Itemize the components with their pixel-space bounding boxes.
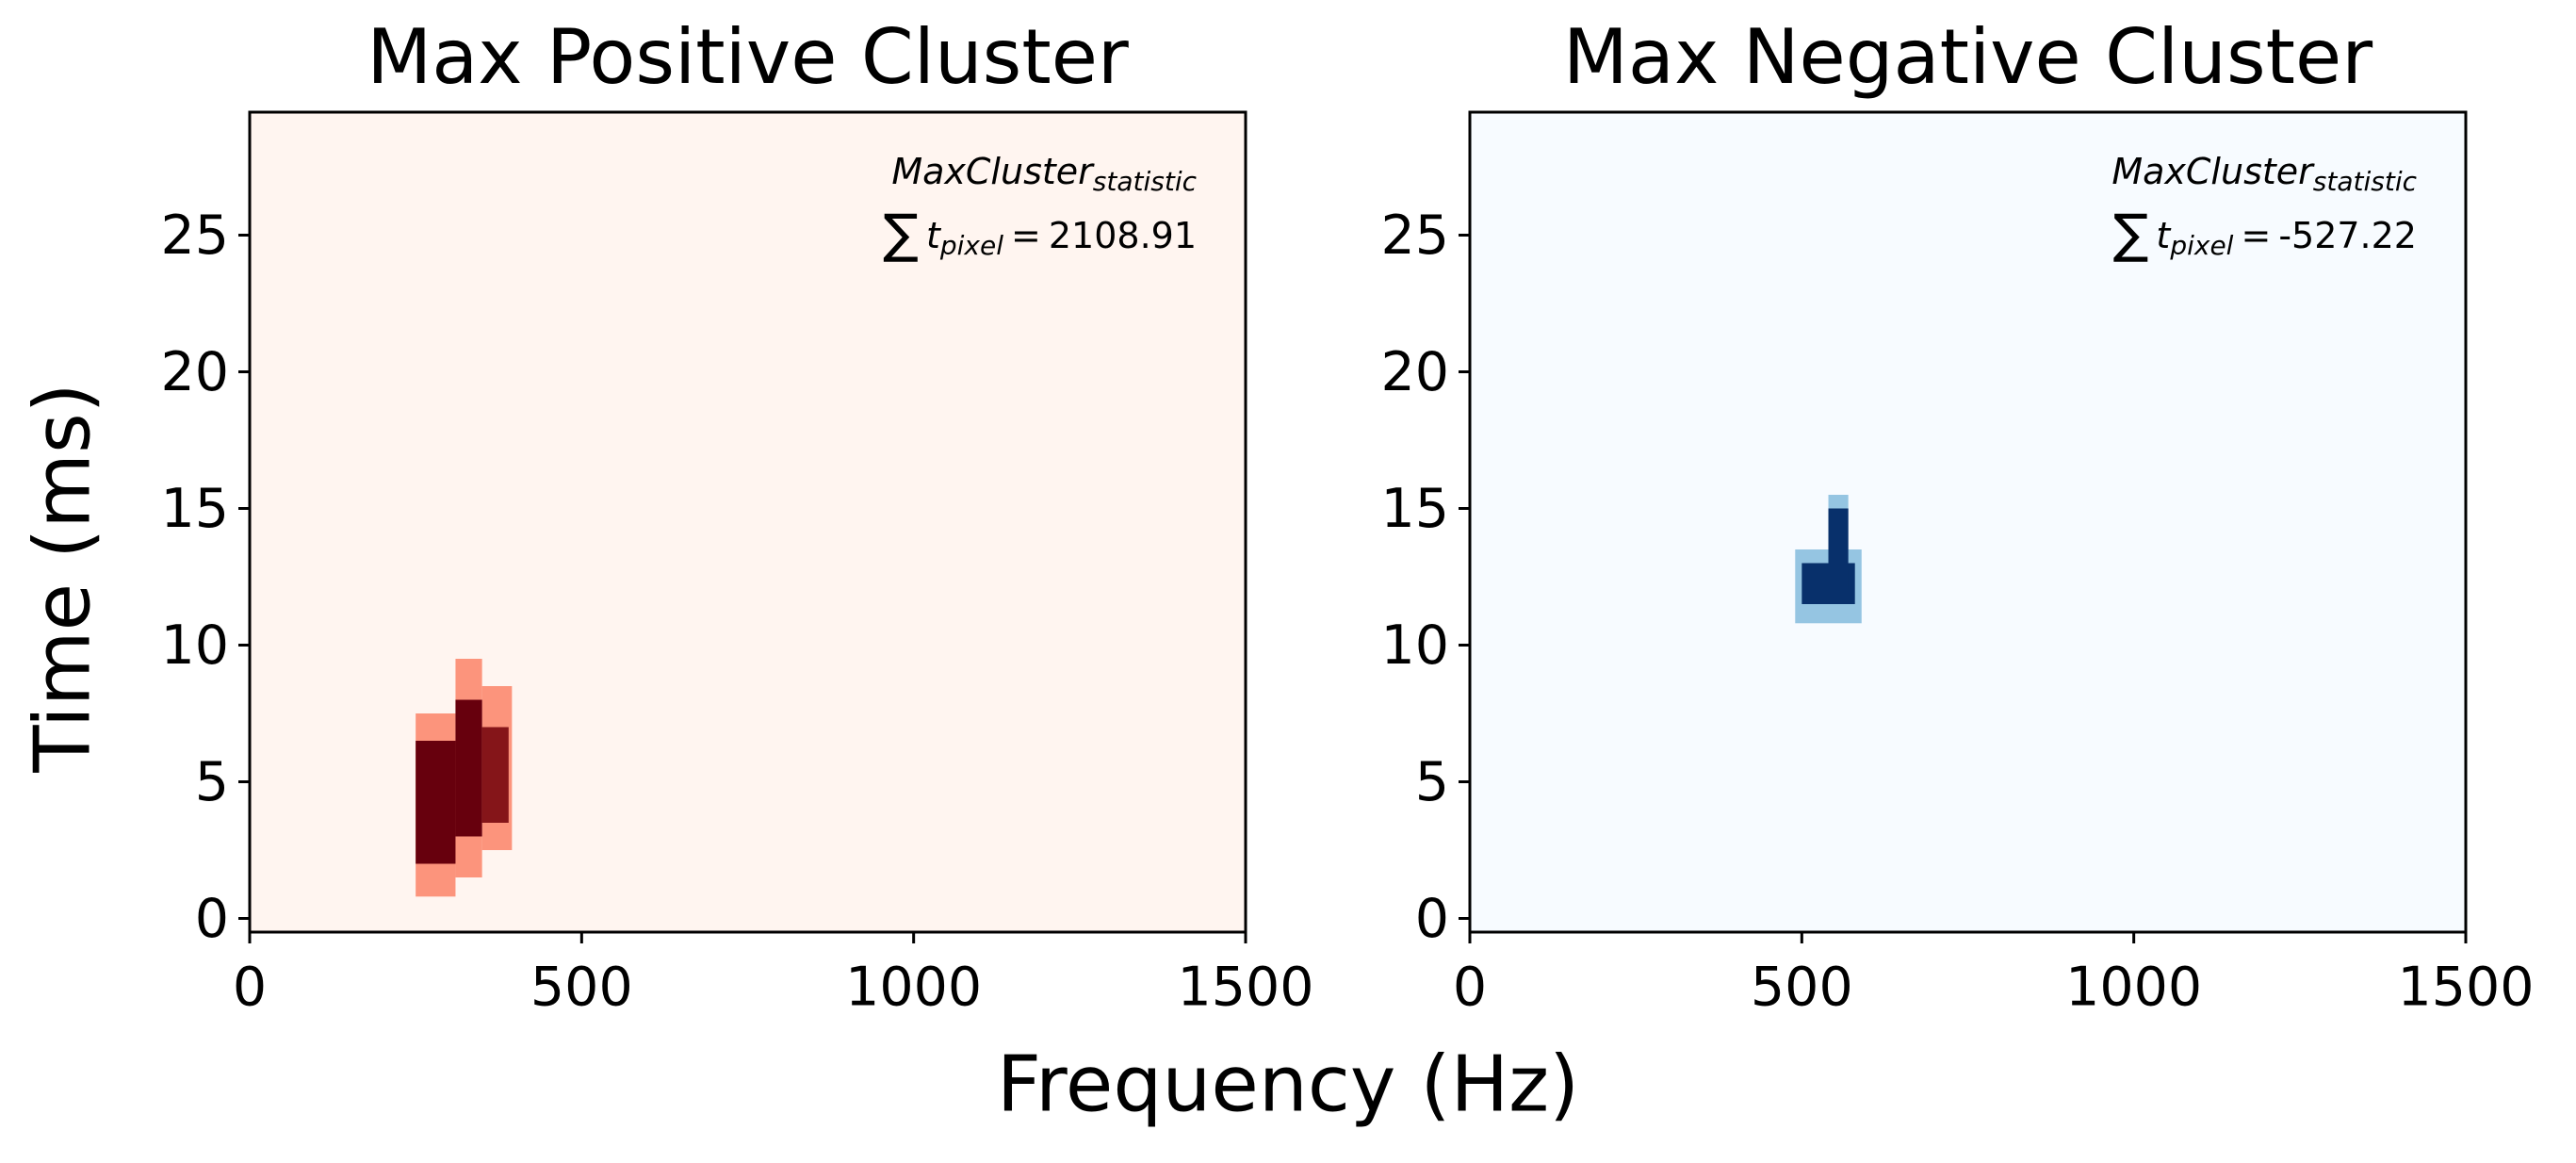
y-tick-label: 15 bbox=[160, 478, 229, 540]
annotation: ∑ tpixel = 2108.91 bbox=[883, 204, 1197, 265]
annotation: MaxClusterstatistic bbox=[2111, 151, 2417, 198]
annotation-text: pixel bbox=[2169, 230, 2233, 261]
x-tick-label: 500 bbox=[1751, 957, 1853, 1019]
x-tick-label: 1500 bbox=[1177, 957, 1313, 1019]
x-tick-label: 1000 bbox=[845, 957, 982, 1019]
chart-title: Max Positive Cluster bbox=[367, 13, 1129, 101]
annotation-text: MaxCluster bbox=[891, 151, 1095, 192]
y-tick-label: 5 bbox=[1415, 751, 1449, 813]
heatmap-cell bbox=[416, 741, 456, 864]
y-axis-label: Time (ms) bbox=[18, 383, 107, 773]
plot-frame bbox=[1468, 110, 2468, 934]
chart-title: Max Negative Cluster bbox=[1563, 13, 2372, 101]
x-tick-label: 500 bbox=[530, 957, 633, 1019]
y-tick-label: 10 bbox=[1380, 614, 1449, 677]
annotation-value: -527.22 bbox=[2278, 215, 2417, 256]
x-tick-label: 0 bbox=[233, 957, 267, 1019]
y-tick-label: 25 bbox=[160, 205, 229, 267]
heatmap-cell bbox=[481, 727, 509, 823]
y-tick-label: 20 bbox=[160, 341, 229, 403]
annotation-value: 2108.91 bbox=[1049, 215, 1197, 256]
x-tick-label: 1500 bbox=[2397, 957, 2534, 1019]
x-tick-label: 0 bbox=[1453, 957, 1487, 1019]
plot-frame bbox=[248, 110, 1247, 934]
y-tick-label: 5 bbox=[195, 751, 229, 813]
annotation-text: t bbox=[926, 215, 942, 256]
annotation-text: statistic bbox=[2313, 166, 2418, 197]
annotation-text: MaxCluster bbox=[2111, 151, 2315, 192]
heatmap-cell bbox=[1828, 508, 1849, 591]
y-tick-label: 25 bbox=[1380, 205, 1449, 267]
y-tick-label: 0 bbox=[195, 888, 229, 950]
y-tick-label: 20 bbox=[1380, 341, 1449, 403]
x-tick-label: 1000 bbox=[2065, 957, 2202, 1019]
annotation-text: ∑ bbox=[883, 204, 919, 265]
annotation: ∑ tpixel = -527.22 bbox=[2113, 204, 2417, 265]
y-tick-label: 10 bbox=[160, 614, 229, 677]
y-tick-label: 0 bbox=[1415, 888, 1449, 950]
annotation-text: = bbox=[2241, 215, 2271, 256]
annotation-text: statistic bbox=[1093, 166, 1198, 197]
annotation-text: = bbox=[1011, 215, 1041, 256]
y-tick-label: 15 bbox=[1380, 478, 1449, 540]
annotation-text: t bbox=[2156, 215, 2172, 256]
heatmap-cell bbox=[455, 699, 482, 837]
annotation: MaxClusterstatistic bbox=[891, 151, 1197, 198]
heatmap-background bbox=[1470, 112, 2466, 932]
x-axis-label: Frequency (Hz) bbox=[997, 1040, 1579, 1129]
annotation-text: ∑ bbox=[2113, 204, 2149, 265]
annotation-text: pixel bbox=[939, 230, 1003, 261]
